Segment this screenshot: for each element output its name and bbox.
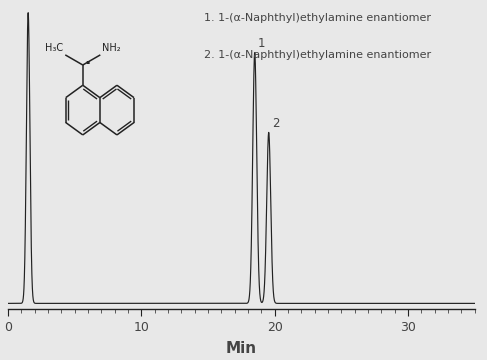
Text: H₃C: H₃C	[45, 43, 63, 53]
X-axis label: Min: Min	[226, 341, 257, 356]
Text: 1: 1	[258, 37, 265, 50]
Text: 2. 1-(α-Naphthyl)ethylamine enantiomer: 2. 1-(α-Naphthyl)ethylamine enantiomer	[204, 50, 431, 60]
Text: 1. 1-(α-Naphthyl)ethylamine enantiomer: 1. 1-(α-Naphthyl)ethylamine enantiomer	[204, 13, 431, 23]
Text: 2: 2	[272, 117, 280, 130]
Text: NH₂: NH₂	[102, 43, 121, 53]
Text: ·: ·	[84, 55, 90, 73]
